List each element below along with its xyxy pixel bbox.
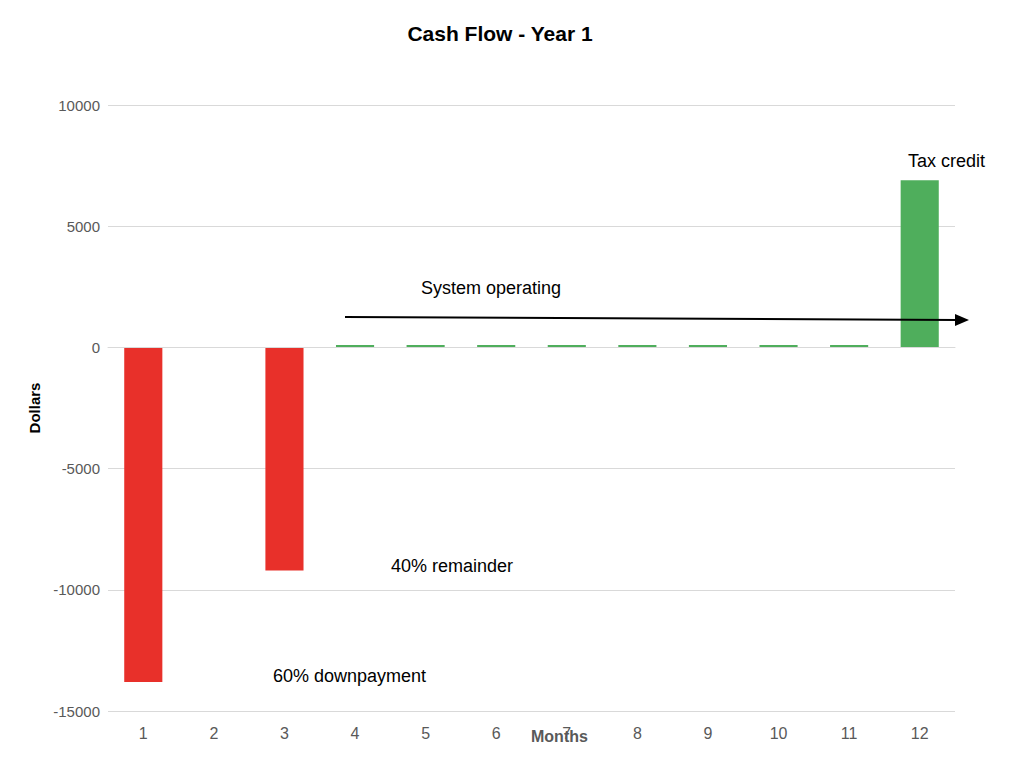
svg-text:8: 8 [633, 725, 642, 742]
svg-text:-5000: -5000 [62, 460, 100, 477]
svg-text:Tax credit: Tax credit [908, 151, 985, 171]
svg-text:12: 12 [911, 725, 929, 742]
svg-text:-15000: -15000 [53, 703, 100, 720]
svg-text:3: 3 [280, 725, 289, 742]
svg-text:Cash Flow - Year 1: Cash Flow - Year 1 [407, 22, 593, 45]
svg-text:11: 11 [841, 725, 858, 742]
svg-text:9: 9 [704, 725, 713, 742]
svg-text:10: 10 [770, 725, 788, 742]
svg-text:Months: Months [531, 728, 588, 745]
svg-text:6: 6 [492, 725, 501, 742]
svg-text:2: 2 [209, 725, 218, 742]
svg-text:10000: 10000 [58, 97, 100, 114]
svg-text:System operating: System operating [421, 278, 561, 298]
svg-text:5000: 5000 [67, 218, 100, 235]
svg-text:0: 0 [92, 339, 100, 356]
svg-text:40% remainder: 40% remainder [391, 556, 513, 576]
svg-text:60% downpayment: 60% downpayment [273, 666, 426, 686]
svg-text:1: 1 [139, 725, 148, 742]
svg-text:Dollars: Dollars [26, 383, 43, 434]
svg-text:-10000: -10000 [53, 581, 100, 598]
svg-text:5: 5 [421, 725, 430, 742]
svg-text:4: 4 [351, 725, 360, 742]
